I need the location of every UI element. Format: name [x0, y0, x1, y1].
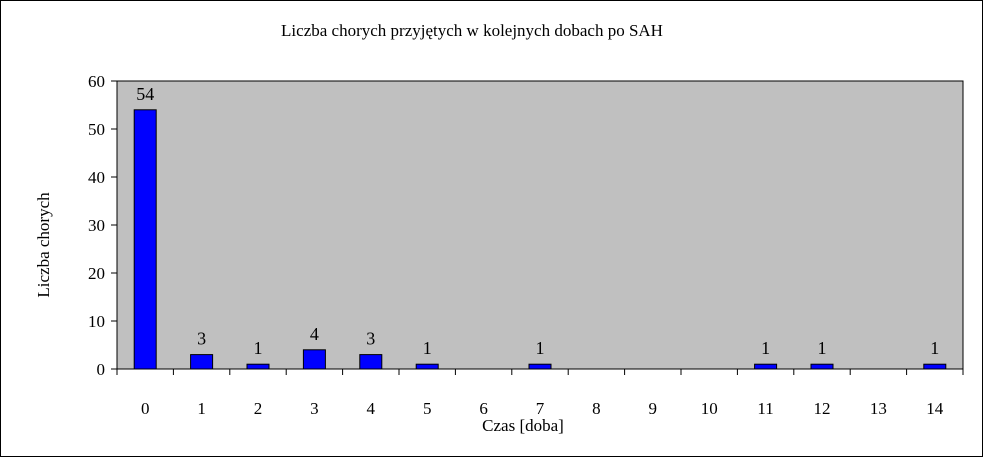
y-tick-label: 30	[88, 216, 105, 235]
data-label: 3	[366, 329, 375, 349]
bar	[246, 363, 270, 370]
chart-title: Liczba chorych przyjętych w kolejnych do…	[281, 21, 663, 40]
x-tick-label: 5	[423, 399, 432, 418]
x-axis-label: Czas [doba]	[482, 416, 564, 435]
y-tick-label: 20	[88, 264, 105, 283]
y-axis: 0 10 20 30 40 50 60	[88, 72, 118, 379]
data-label: 1	[536, 338, 545, 358]
x-tick-label: 8	[592, 399, 601, 418]
data-label: 3	[197, 329, 206, 349]
data-label: 1	[423, 338, 432, 358]
bar	[923, 363, 947, 370]
x-tick-label: 3	[310, 399, 319, 418]
data-label: 1	[254, 338, 263, 358]
x-tick-label: 6	[479, 399, 488, 418]
y-tick-label: 0	[97, 360, 106, 379]
data-label: 1	[930, 338, 939, 358]
y-tick-label: 10	[88, 312, 105, 331]
bar	[528, 363, 552, 370]
bar	[415, 363, 439, 370]
x-tick-label: 1	[197, 399, 206, 418]
x-tick-label: 9	[649, 399, 658, 418]
x-tick-label: 10	[701, 399, 718, 418]
x-tick-label: 4	[367, 399, 376, 418]
bar	[133, 109, 157, 370]
data-label: 1	[818, 338, 827, 358]
x-axis: 0 1 2 3 4 5 6 7 8 9 10 11 12 13 14	[116, 368, 964, 418]
x-tick-label: 7	[536, 399, 545, 418]
x-tick-label: 13	[870, 399, 887, 418]
x-tick-label: 14	[926, 399, 944, 418]
x-tick-label: 11	[757, 399, 773, 418]
data-label: 54	[136, 84, 154, 104]
y-tick-label: 60	[88, 72, 105, 91]
bar	[810, 363, 834, 370]
data-label: 4	[310, 324, 319, 344]
data-label: 1	[761, 338, 770, 358]
y-tick-label: 50	[88, 120, 105, 139]
x-tick-label: 0	[141, 399, 150, 418]
y-axis-label: Liczba chorych	[34, 192, 53, 298]
y-tick-label: 40	[88, 168, 105, 187]
x-tick-label: 12	[814, 399, 831, 418]
x-tick-label: 2	[254, 399, 263, 418]
bar	[359, 354, 383, 370]
plot-area	[116, 80, 964, 370]
bar	[190, 354, 214, 370]
bar	[302, 349, 326, 370]
bar	[754, 363, 778, 370]
